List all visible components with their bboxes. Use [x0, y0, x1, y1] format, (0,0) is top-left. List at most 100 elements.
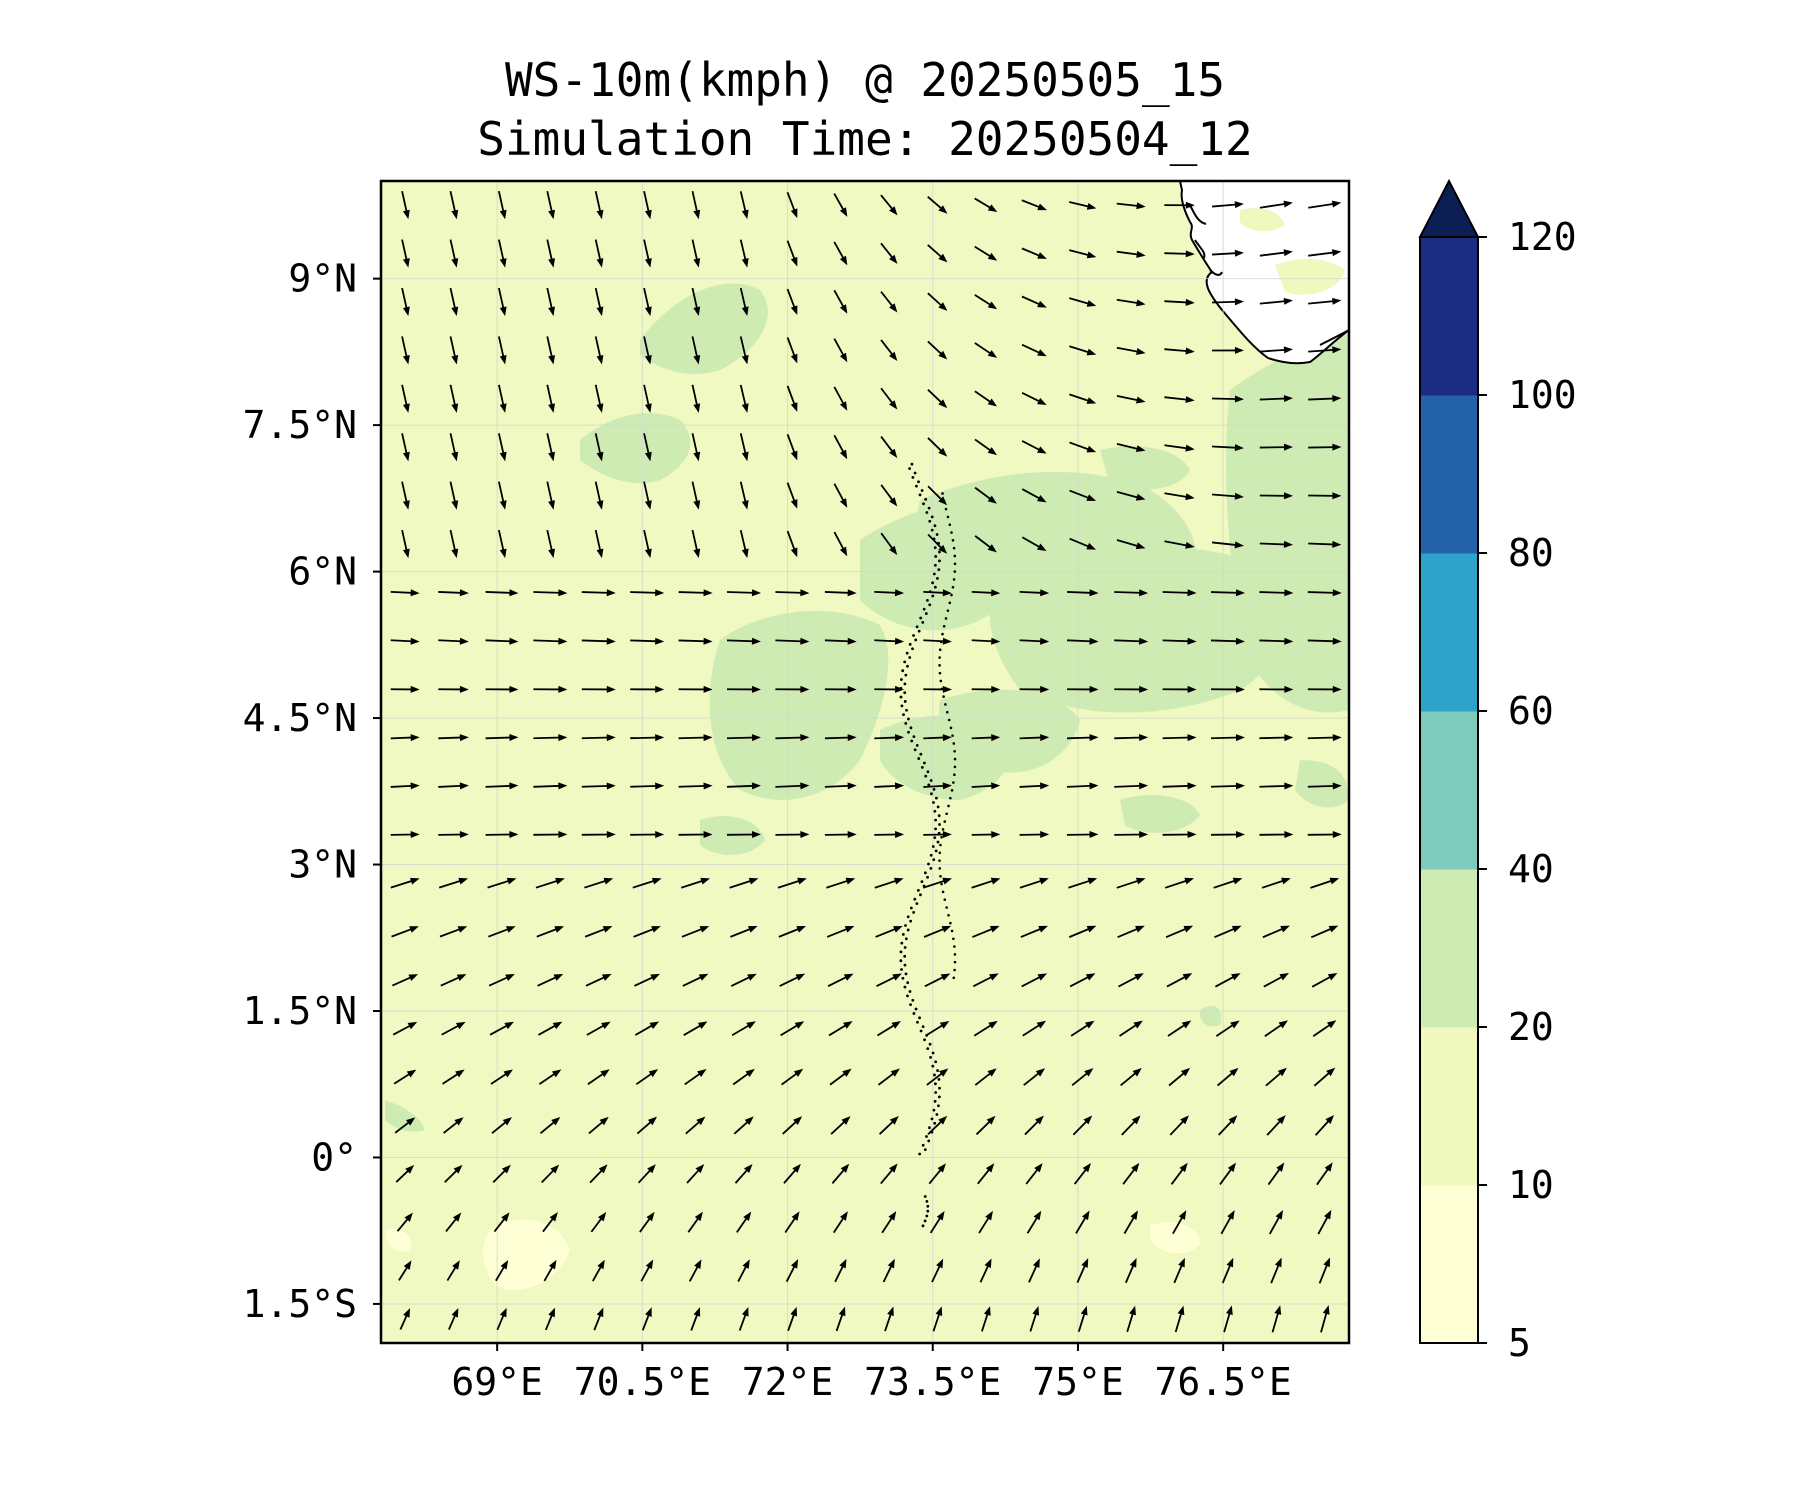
island-dot	[947, 804, 950, 808]
island-dot	[914, 638, 918, 642]
wind-arrow	[787, 1306, 797, 1332]
wind-arrow	[449, 481, 459, 510]
wind-arrow	[401, 239, 410, 268]
island-dot	[933, 836, 937, 840]
wind-arrow	[974, 1068, 997, 1086]
island-dot	[902, 713, 905, 717]
wind-arrow	[634, 973, 660, 987]
wind-arrow	[485, 734, 519, 742]
island-dot	[938, 859, 941, 862]
island-dot	[925, 1214, 929, 1218]
wind-arrow	[739, 239, 749, 268]
island-dot	[924, 612, 928, 615]
wind-arrow	[834, 1258, 847, 1283]
wind-arrow	[594, 433, 604, 462]
wind-arrow	[1116, 202, 1146, 210]
wind-arrow	[533, 782, 568, 790]
island-dot	[916, 1020, 919, 1024]
island-dot	[927, 783, 931, 787]
island-dot	[915, 744, 919, 747]
wind-arrow	[1221, 1257, 1234, 1284]
wind-arrow	[971, 589, 1001, 597]
wind-arrow	[1067, 831, 1099, 839]
wind-arrow	[643, 190, 652, 220]
wind-arrow	[833, 289, 848, 314]
wind-arrow	[1067, 685, 1099, 693]
island-dot	[950, 593, 953, 597]
wind-arrow	[828, 1021, 853, 1037]
island-dot	[931, 594, 935, 598]
island-dot	[949, 796, 952, 800]
wind-arrow	[1259, 200, 1293, 209]
island-dot	[932, 1108, 936, 1112]
island-dot	[917, 629, 921, 633]
island-dot	[932, 858, 936, 862]
island-dot	[944, 703, 947, 706]
wind-arrow	[786, 433, 798, 461]
wind-arrow	[1116, 442, 1146, 453]
colorbar-tick-label: 60	[1508, 689, 1554, 733]
wind-arrow	[390, 685, 420, 693]
wind-arrow	[683, 1021, 708, 1036]
wind-arrow	[401, 190, 410, 220]
wind-arrow	[830, 1116, 851, 1135]
wind-arrow	[1122, 1162, 1140, 1185]
wind-arrow	[1162, 637, 1197, 645]
wind-arrow	[1218, 1115, 1238, 1136]
wind-arrow	[395, 1165, 415, 1183]
wind-arrow	[971, 685, 1001, 693]
wind-arrow	[874, 782, 905, 790]
wind-arrow	[1210, 782, 1245, 790]
wind-arrow	[594, 239, 604, 268]
wind-arrow	[594, 384, 604, 413]
wind-arrow	[1168, 1067, 1191, 1087]
wind-arrow	[726, 589, 761, 597]
wind-arrow	[449, 529, 459, 559]
island-dot	[903, 985, 907, 989]
wind-arrow	[485, 589, 519, 597]
wind-arrow	[690, 1307, 701, 1331]
wind-arrow	[449, 287, 459, 317]
wind-arrow	[687, 1211, 703, 1233]
island-dot	[912, 634, 915, 637]
wind-arrow	[775, 831, 810, 839]
wind-arrow	[923, 685, 952, 693]
y-tick-label: 4.5°N	[243, 696, 357, 740]
wind-arrow	[1116, 539, 1146, 550]
wind-arrow	[498, 239, 507, 268]
wind-arrow	[401, 384, 410, 413]
island-dot	[942, 695, 945, 698]
island-dot	[917, 480, 920, 484]
island-dot	[921, 1224, 925, 1228]
wind-arrow	[1116, 877, 1146, 889]
wind-arrow	[974, 197, 998, 212]
island-dot	[928, 1126, 931, 1130]
wind-arrow	[1070, 1020, 1095, 1037]
island-dot	[904, 972, 908, 976]
wind-arrow	[923, 734, 952, 742]
wind-arrow	[441, 1021, 466, 1036]
x-tick-label: 72°E	[742, 1360, 834, 1404]
wind-arrow	[884, 1306, 894, 1332]
wind-arrow	[401, 481, 410, 510]
island-dot	[899, 959, 903, 963]
wind-arrow	[1259, 637, 1294, 645]
wind-arrow	[401, 529, 410, 559]
wind-arrow	[972, 973, 999, 988]
wind-arrow	[546, 433, 555, 462]
wind-arrow	[1167, 1020, 1192, 1037]
island-dot	[903, 691, 907, 695]
wind-arrow	[826, 877, 856, 889]
wind-arrow	[449, 384, 459, 413]
wind-arrow	[439, 926, 468, 938]
island-dot	[921, 1025, 925, 1029]
wind-arrow	[1263, 973, 1290, 988]
wind-arrow	[928, 1163, 946, 1185]
island-dot	[913, 471, 917, 475]
island-dot	[926, 598, 929, 602]
wind-arrow	[1023, 1068, 1046, 1086]
wind-arrow	[584, 926, 613, 938]
wind-arrow	[880, 436, 898, 459]
island-dot	[938, 867, 942, 870]
wind-arrow	[635, 1069, 659, 1086]
